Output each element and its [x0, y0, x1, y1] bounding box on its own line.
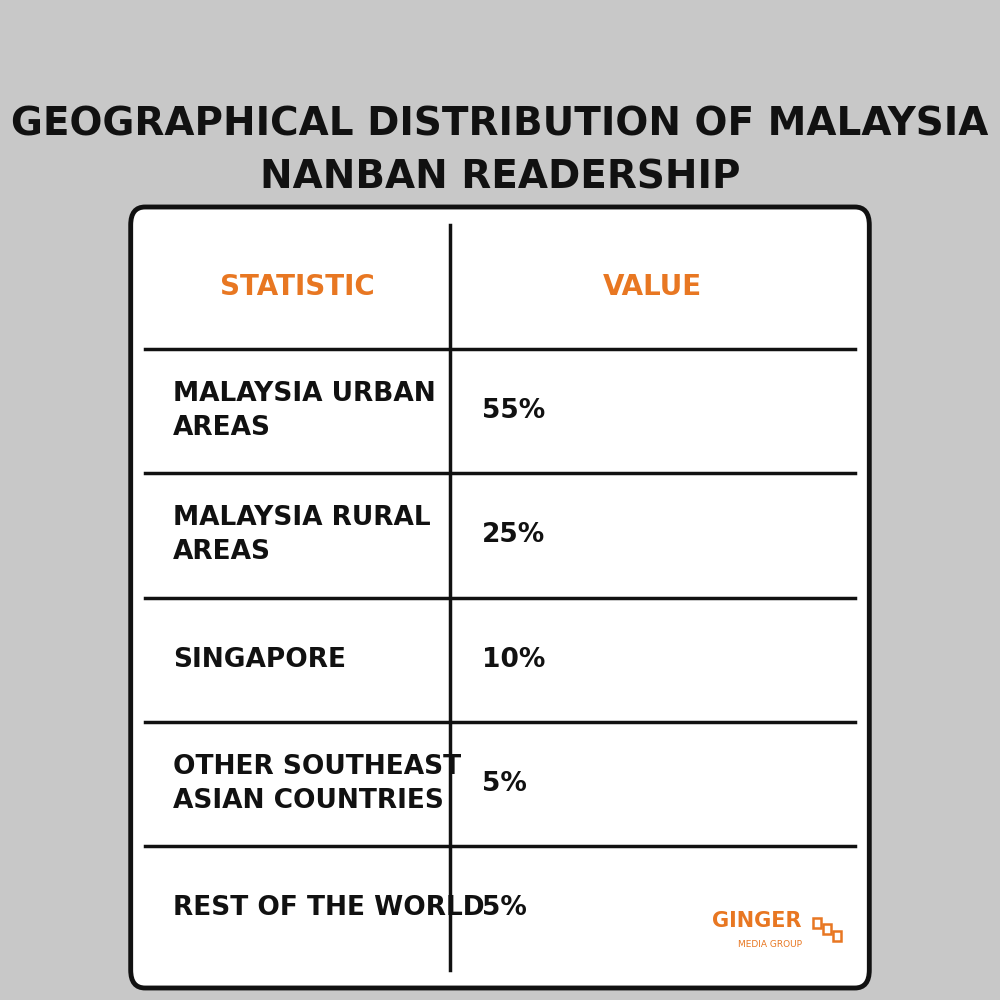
Text: SINGAPORE: SINGAPORE: [173, 647, 346, 673]
Text: 55%: 55%: [482, 398, 545, 424]
Bar: [813, 918, 821, 928]
Text: 5%: 5%: [482, 771, 527, 797]
Text: MALAYSIA URBAN
AREAS: MALAYSIA URBAN AREAS: [173, 381, 436, 441]
Text: NANBAN READERSHIP: NANBAN READERSHIP: [260, 159, 740, 197]
Bar: [833, 930, 841, 940]
Bar: [823, 924, 831, 934]
Text: 10%: 10%: [482, 647, 546, 673]
Text: VALUE: VALUE: [603, 273, 702, 301]
Text: STATISTIC: STATISTIC: [220, 273, 375, 301]
Text: 25%: 25%: [482, 522, 545, 548]
Text: 5%: 5%: [482, 895, 527, 921]
Text: GINGER: GINGER: [712, 911, 802, 931]
Text: MALAYSIA RURAL
AREAS: MALAYSIA RURAL AREAS: [173, 505, 431, 565]
Text: MEDIA GROUP: MEDIA GROUP: [738, 940, 802, 949]
Text: OTHER SOUTHEAST
ASIAN COUNTRIES: OTHER SOUTHEAST ASIAN COUNTRIES: [173, 754, 461, 814]
Text: GEOGRAPHICAL DISTRIBUTION OF MALAYSIA: GEOGRAPHICAL DISTRIBUTION OF MALAYSIA: [11, 106, 989, 144]
Text: REST OF THE WORLD: REST OF THE WORLD: [173, 895, 485, 921]
FancyBboxPatch shape: [131, 207, 869, 988]
